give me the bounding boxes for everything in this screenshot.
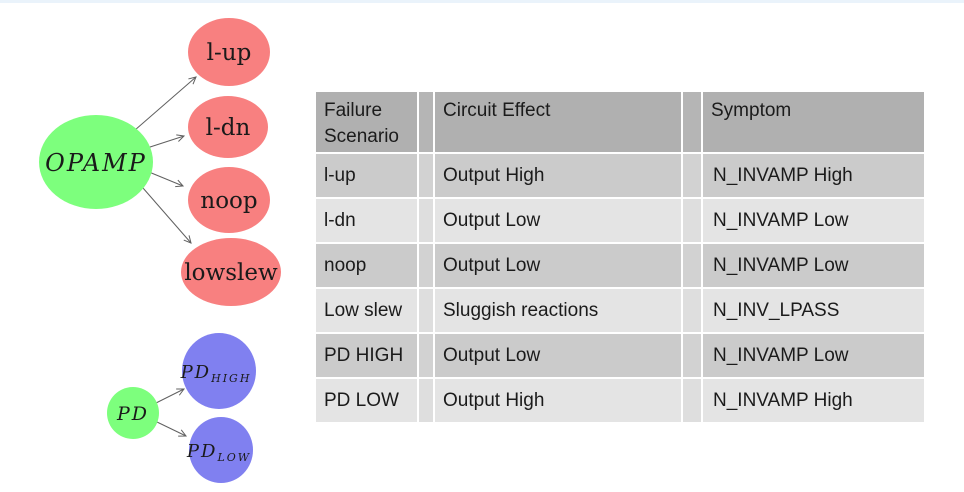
header-cell-failure-scenario: Failure Scenario	[316, 92, 417, 152]
pd-tree-edges	[155, 388, 188, 437]
edge-opamp-lup	[134, 76, 197, 131]
spacer-cell	[419, 154, 433, 197]
cell-effect: Output High	[435, 154, 681, 197]
node-pd: PD	[107, 387, 159, 439]
cell-failure: PD LOW	[316, 379, 417, 422]
node-pd-low: PDLOW	[186, 417, 253, 483]
node-pd-low-shape	[189, 417, 253, 483]
node-opamp: OPAMP	[39, 115, 153, 209]
edge-pd-pdlow	[156, 421, 188, 437]
node-l-up-shape	[188, 18, 270, 86]
spacer-cell	[419, 244, 433, 287]
node-l-dn-shape	[188, 96, 268, 158]
node-opamp-shape	[39, 115, 153, 209]
edge-opamp-ldn	[146, 134, 186, 149]
header-cell-symptom: Symptom	[703, 92, 924, 152]
node-pd-high-label: PDHIGH	[180, 362, 252, 385]
node-lowslew-shape	[181, 238, 281, 306]
cell-symptom: N_INVAMP Low	[703, 199, 924, 242]
edge-opamp-lowslew	[142, 187, 192, 244]
cell-effect: Output High	[435, 379, 681, 422]
fault-tree-diagram: OPAMP l-up l-dn noop lowslew PD	[39, 18, 281, 483]
edge-pd-pdhigh	[155, 388, 185, 404]
node-l-up-label: l-up	[207, 40, 252, 66]
cell-failure: l-up	[316, 154, 417, 197]
node-pd-high-label-sub: HIGH	[210, 372, 251, 385]
cell-failure: PD HIGH	[316, 334, 417, 377]
cell-symptom: N_INVAMP Low	[703, 244, 924, 287]
header-spacer-1	[419, 92, 433, 152]
spacer-cell	[683, 199, 701, 242]
header-spacer-2	[683, 92, 701, 152]
header-cell-circuit-effect: Circuit Effect	[435, 92, 681, 152]
node-pd-high-shape	[182, 333, 256, 409]
node-noop: noop	[188, 167, 270, 233]
spacer-cell	[683, 334, 701, 377]
node-pd-high: PDHIGH	[180, 333, 256, 409]
spacer-cell	[683, 379, 701, 422]
node-l-dn-label: l-dn	[206, 115, 251, 141]
node-l-up: l-up	[188, 18, 270, 86]
node-l-dn: l-dn	[188, 96, 268, 158]
node-pd-label: PD	[116, 403, 149, 425]
spacer-cell	[419, 334, 433, 377]
node-pd-low-label-main: PD	[186, 441, 218, 462]
node-lowslew: lowslew	[181, 238, 281, 306]
spacer-cell	[683, 244, 701, 287]
node-pd-low-label-sub: LOW	[216, 451, 251, 464]
node-noop-label: noop	[200, 188, 257, 214]
node-noop-shape	[188, 167, 270, 233]
cell-effect: Output Low	[435, 334, 681, 377]
cell-effect: Output Low	[435, 199, 681, 242]
failure-scenario-table: Failure Scenario Circuit Effect Symptom …	[316, 92, 924, 422]
spacer-cell	[419, 379, 433, 422]
node-lowslew-label: lowslew	[184, 260, 278, 286]
cell-failure: noop	[316, 244, 417, 287]
spacer-cell	[419, 199, 433, 242]
spacer-cell	[683, 154, 701, 197]
cell-symptom: N_INVAMP High	[703, 379, 924, 422]
edge-opamp-noop	[148, 171, 185, 188]
top-edge-strip	[0, 0, 964, 3]
cell-failure: Low slew	[316, 289, 417, 332]
cell-failure: l-dn	[316, 199, 417, 242]
node-pd-low-label: PDLOW	[186, 441, 251, 464]
cell-symptom: N_INV_LPASS	[703, 289, 924, 332]
opamp-tree-edges	[134, 76, 197, 244]
spacer-cell	[419, 289, 433, 332]
cell-effect: Output Low	[435, 244, 681, 287]
node-opamp-label: OPAMP	[45, 149, 147, 177]
spacer-cell	[683, 289, 701, 332]
node-pd-high-label-main: PD	[180, 362, 212, 383]
cell-symptom: N_INVAMP Low	[703, 334, 924, 377]
cell-effect: Sluggish reactions	[435, 289, 681, 332]
node-pd-shape	[107, 387, 159, 439]
cell-symptom: N_INVAMP High	[703, 154, 924, 197]
